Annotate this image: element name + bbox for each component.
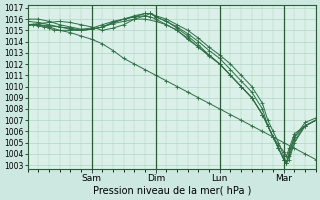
- X-axis label: Pression niveau de la mer( hPa ): Pression niveau de la mer( hPa ): [92, 186, 251, 196]
